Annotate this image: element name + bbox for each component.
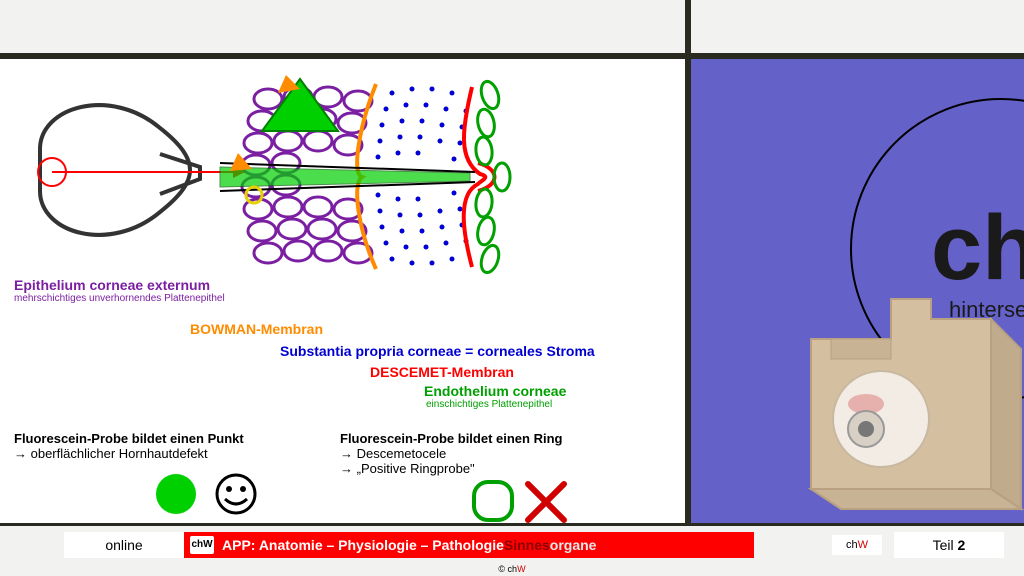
right-panel: ch hinterse xyxy=(688,56,1024,526)
fluorescein-point-box: Fluorescein-Probe bildet einen Punkt → o… xyxy=(14,431,324,521)
smiley-icon xyxy=(217,475,255,513)
label-descemet: DESCEMET-Membran xyxy=(370,364,514,380)
eye-model-box xyxy=(811,299,1021,509)
main-diagram-panel: Epithelium corneae externum mehrschichti… xyxy=(0,56,688,526)
copyright: © chW xyxy=(498,564,525,574)
app-title-bar: chW APP: Anatomie – Physiologie – Pathol… xyxy=(184,532,754,558)
fluorescein-ring-box: Fluorescein-Probe bildet einen Ring → De… xyxy=(340,431,660,526)
x-icon xyxy=(528,484,564,520)
chw-logo: chW xyxy=(832,535,882,555)
eye-silhouette xyxy=(38,105,245,235)
footer: online chW APP: Anatomie – Physiologie –… xyxy=(0,526,1024,576)
fluorescein-cone-top xyxy=(262,75,338,131)
mini-logo: chW xyxy=(190,536,214,554)
part-label: Teil 2 xyxy=(894,532,1004,558)
online-label: online xyxy=(64,532,184,558)
green-ring-icon xyxy=(474,482,512,520)
green-dot-icon xyxy=(156,474,196,514)
label-bowman: BOWMAN-Membran xyxy=(190,321,323,337)
top-left-spacer xyxy=(0,0,688,56)
cornea-diagram xyxy=(0,59,688,359)
top-right-spacer xyxy=(688,0,1024,56)
label-epithelium: Epithelium corneae externum mehrschichti… xyxy=(14,277,225,304)
label-stroma: Substantia propria corneae = corneales S… xyxy=(280,343,595,359)
label-endothelium: Endothelium corneae einschichtiges Platt… xyxy=(424,383,566,410)
logo-text: ch xyxy=(931,197,1024,299)
endothelium-cells xyxy=(475,79,510,275)
